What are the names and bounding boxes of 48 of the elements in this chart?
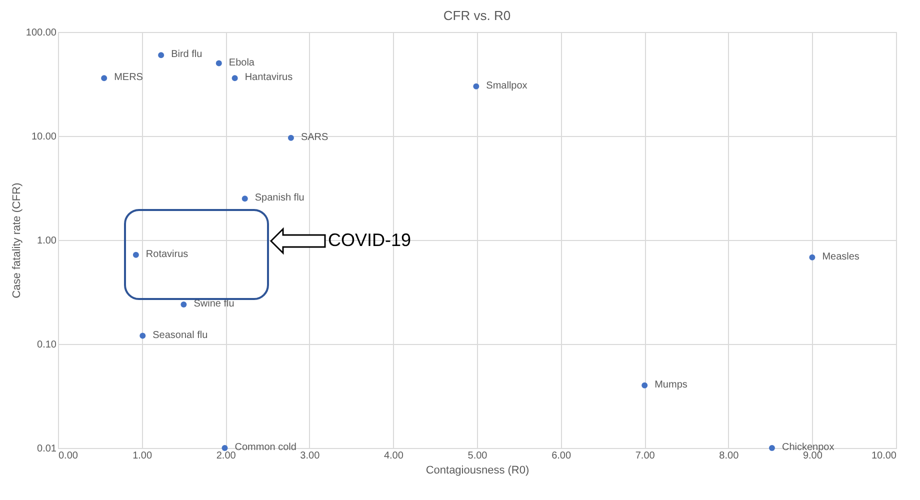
- y-tick-label: 100.00: [26, 28, 57, 38]
- annotation: Mumps: [654, 379, 688, 390]
- point: [809, 254, 816, 260]
- y-tick-label: 10.00: [31, 132, 57, 142]
- annotation: Common cold: [234, 442, 296, 453]
- point: [101, 75, 108, 82]
- x-tick-label: 4.00: [384, 450, 404, 462]
- y-tick-label: 1.00: [37, 236, 57, 246]
- x-tick-label: 0.00: [58, 450, 78, 462]
- x-tick-label: 5.00: [468, 450, 488, 462]
- x-tick-label: 2.00: [216, 450, 236, 462]
- annotation: Swine flu: [194, 298, 234, 310]
- annotation: SARS: [300, 132, 329, 143]
- chart-title: CFR vs. R0: [443, 8, 511, 23]
- y-tick-label: 0.01: [37, 444, 57, 454]
- point: [288, 134, 294, 141]
- annotation: Bird flu: [171, 49, 202, 60]
- y-axis-title: Case fatality rate (CFR): [10, 182, 23, 298]
- x-tick-label: 6.00: [552, 450, 572, 462]
- x-tick-label: 10.00: [871, 450, 897, 462]
- point: [158, 52, 164, 58]
- annotation: Hantavirus: [244, 72, 293, 84]
- annotation: Chickenpox: [782, 442, 834, 453]
- y-tick-label: 0.10: [37, 340, 57, 350]
- x-tick-label: 1.00: [132, 450, 152, 462]
- annotation: Ebola: [228, 57, 255, 68]
- x-axis-title: Contagiousness (R0): [426, 464, 530, 476]
- x-tick-label: 9.00: [802, 450, 823, 462]
- annotation: MERS: [114, 72, 144, 84]
- point: [642, 382, 648, 388]
- annotation: Spanish flu: [254, 192, 304, 204]
- annotation: Rotavirus: [146, 248, 188, 260]
- point: [232, 75, 238, 82]
- point: [768, 445, 775, 451]
- point: [242, 196, 248, 202]
- annotation: COVID-19: [328, 230, 412, 250]
- x-tick-label: 3.00: [300, 450, 320, 462]
- annotation: Seasonal flu: [152, 330, 208, 341]
- point: [180, 301, 187, 308]
- point: [473, 83, 480, 90]
- x-tick-label: 7.00: [635, 450, 656, 462]
- point: [140, 332, 146, 339]
- x-tick-label: 8.00: [719, 450, 740, 462]
- annotation: Measles: [822, 251, 860, 262]
- point: [216, 60, 222, 66]
- point: [222, 445, 228, 451]
- annotation: Smallpox: [486, 80, 528, 92]
- point: [132, 252, 139, 258]
